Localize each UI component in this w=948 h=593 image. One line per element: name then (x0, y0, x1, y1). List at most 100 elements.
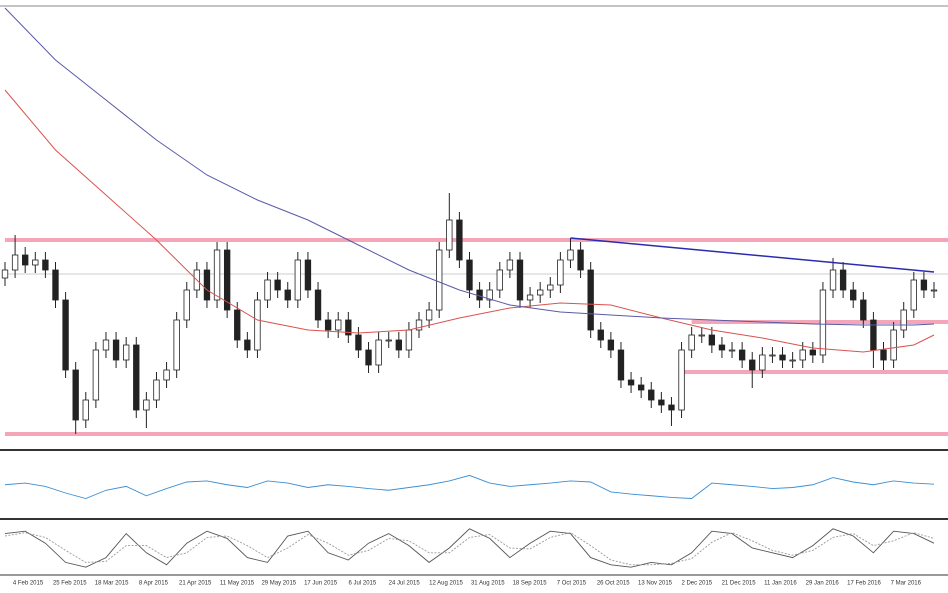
candle-body (567, 249, 574, 261)
x-tick-label: 12 Aug 2015 (429, 581, 463, 587)
x-tick-label: 18 Mar 2015 (95, 581, 129, 587)
x-tick-label: 21 Dec 2015 (722, 581, 757, 587)
candle-body (133, 344, 140, 411)
candle-body (244, 339, 251, 351)
candle-body (143, 399, 150, 411)
x-tick-label: 7 Mar 2016 (891, 581, 922, 587)
x-tick-label: 17 Feb 2016 (847, 581, 881, 587)
candle-body (799, 349, 806, 361)
candle-body (537, 289, 544, 296)
candle-body (415, 319, 423, 331)
candle-body (587, 269, 594, 331)
candle-body (213, 249, 221, 301)
candle-body (355, 334, 362, 351)
candle-body (153, 379, 160, 401)
candle-body (62, 299, 69, 371)
candle-body (557, 259, 564, 286)
candle-body (11, 254, 19, 271)
candle-body (829, 269, 837, 291)
candle-body (52, 269, 59, 301)
candle-body (102, 339, 110, 351)
candle-body (32, 259, 39, 266)
candle-body (920, 279, 928, 291)
x-tick-label: 8 Apr 2015 (139, 581, 169, 587)
candle-body (486, 289, 493, 301)
candle-body (708, 334, 716, 346)
candle-body (223, 249, 231, 311)
candle-body (284, 289, 291, 301)
candle-body (900, 309, 907, 331)
candle-body (728, 349, 736, 352)
candle-body (890, 329, 897, 361)
candle-body (82, 399, 89, 421)
x-tick-label: 31 Aug 2015 (471, 581, 505, 587)
candle-body (749, 359, 756, 371)
candle-body (850, 289, 857, 301)
candle-body (547, 284, 554, 291)
candle-body (264, 279, 271, 301)
x-tick-label: 24 Jul 2015 (389, 581, 421, 587)
x-tick-label: 29 Jan 2016 (806, 581, 840, 587)
candle-body (72, 369, 79, 421)
candle-body (375, 339, 382, 366)
indicator-line (4, 528, 935, 568)
candle-body (819, 289, 827, 356)
candle-body (466, 259, 473, 291)
candle-body (738, 349, 746, 361)
indicator-line (4, 532, 935, 566)
candle-body (617, 349, 625, 381)
indicator-line (4, 474, 935, 499)
x-tick-label: 26 Oct 2015 (597, 581, 630, 587)
candle-body (395, 339, 402, 351)
candle-body (496, 269, 503, 291)
candle-body (385, 339, 392, 342)
candle-body (688, 334, 695, 351)
candle-body (1, 269, 9, 279)
candle-body (678, 349, 685, 411)
candle-body (436, 249, 443, 311)
x-tick-label: 13 Nov 2015 (638, 581, 673, 587)
candle-body (597, 329, 604, 341)
candle-body (163, 369, 170, 381)
candle-body (769, 354, 776, 357)
candle-body (324, 319, 332, 331)
candle-body (425, 309, 433, 321)
candle-body (839, 269, 847, 291)
candle-body (122, 344, 130, 361)
x-tick-label: 7 Oct 2015 (557, 581, 587, 587)
candle-body (92, 349, 100, 401)
candle-body (405, 329, 413, 351)
x-tick-label: 29 May 2015 (261, 581, 296, 587)
candle-body (304, 259, 312, 291)
x-tick-label: 4 Feb 2015 (13, 581, 44, 587)
candle-body (446, 219, 453, 251)
candle-body (627, 379, 635, 386)
candle-body (607, 339, 615, 351)
overlay-line (4, 7, 935, 326)
candle-body (294, 259, 302, 301)
candle-body (314, 289, 322, 321)
candle-body (698, 334, 705, 337)
x-tick-label: 11 May 2015 (220, 581, 255, 587)
candle-body (910, 279, 917, 311)
candle-body (516, 259, 524, 301)
candle-body (42, 259, 49, 271)
x-tick-label: 6 Jul 2015 (349, 581, 377, 587)
x-tick-label: 2 Dec 2015 (681, 581, 712, 587)
candle-body (658, 399, 665, 406)
candle-body (668, 404, 675, 411)
candle-body (718, 344, 726, 351)
candle-body (809, 349, 817, 356)
x-tick-label: 21 Apr 2015 (179, 581, 212, 587)
candle-body (577, 249, 584, 271)
x-tick-label: 18 Sep 2015 (513, 581, 548, 587)
x-tick-label: 11 Jan 2016 (764, 581, 797, 587)
candle-body (870, 319, 877, 351)
x-tick-label: 25 Feb 2015 (53, 581, 87, 587)
overlay-line (4, 89, 935, 353)
candle-body (637, 384, 645, 391)
candle-body (254, 299, 261, 351)
candle-body (789, 359, 796, 362)
candle-body (112, 339, 120, 361)
